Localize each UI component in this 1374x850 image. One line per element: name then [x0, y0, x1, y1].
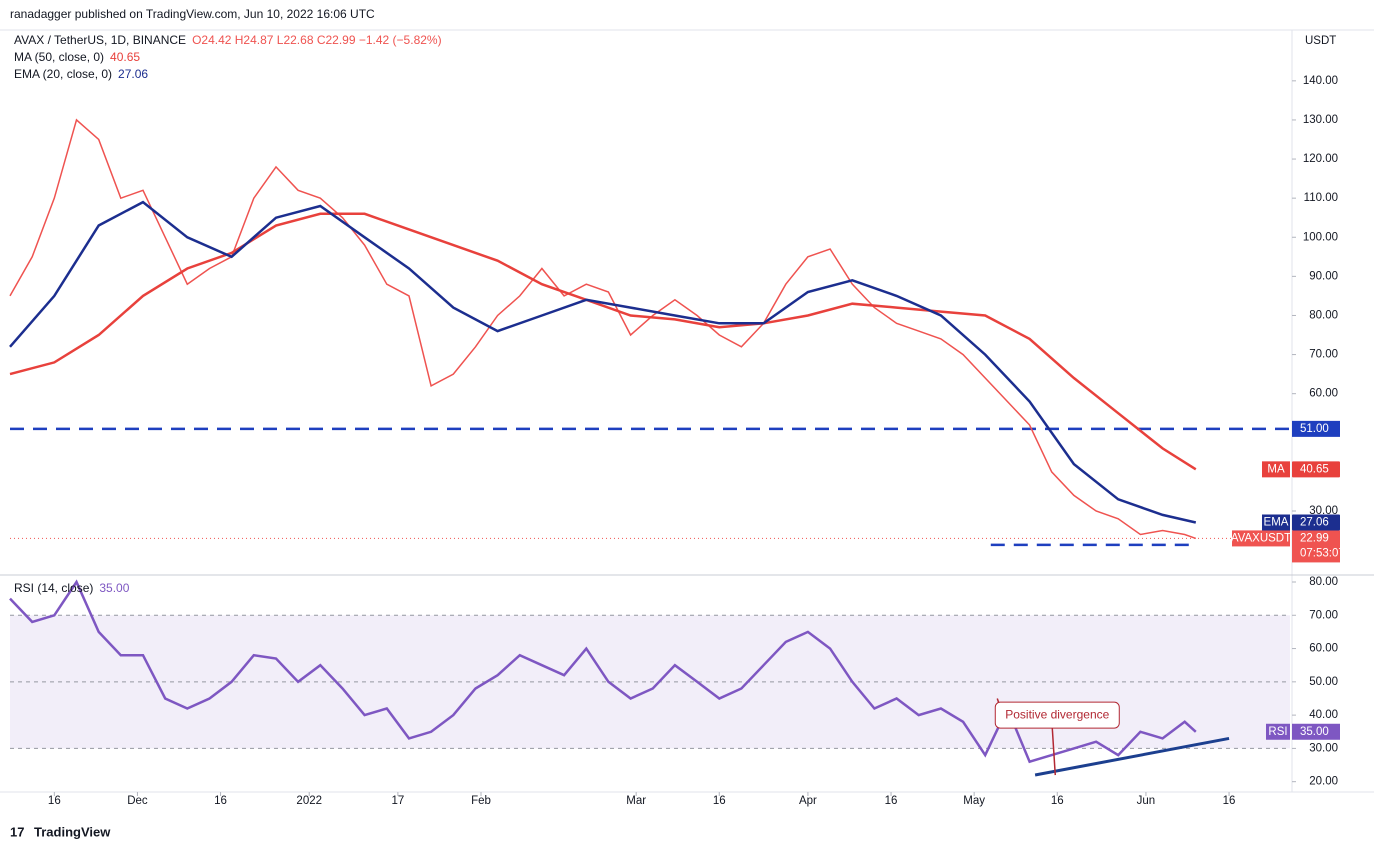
rsi-badge: 35.00: [1300, 726, 1329, 738]
series-badge: 27.06: [1300, 517, 1329, 529]
y-tick-label: 40.00: [1309, 709, 1338, 721]
y-tick-label: 70.00: [1309, 349, 1338, 361]
y-tick-label: 130.00: [1303, 114, 1338, 126]
unit: USDT: [1305, 35, 1336, 47]
publisher: ranadagger published on TradingView.com,…: [10, 7, 375, 21]
legend-value: 35.00: [99, 581, 129, 595]
x-tick-label: 16: [885, 795, 898, 807]
level-badge-bg: [1292, 420, 1340, 437]
badge-label: MA: [1267, 463, 1285, 475]
trendline: [1034, 736, 1230, 777]
price-badge: 22.99: [1300, 532, 1329, 544]
y-tick-label: 20.00: [1309, 776, 1338, 788]
y-tick-label: 140.00: [1303, 75, 1338, 87]
annotation: Positive divergence: [1005, 707, 1109, 721]
logo: 17: [10, 824, 24, 839]
y-tick-label: 30.00: [1309, 742, 1338, 754]
y-tick-label: 90.00: [1309, 270, 1338, 282]
x-tick-label: Jun: [1137, 795, 1156, 807]
series-line: [9, 212, 1197, 471]
countdown: 07:53:07: [1300, 547, 1345, 559]
badge-label: AVAXUSDT: [1231, 532, 1291, 544]
x-tick-label: Dec: [127, 795, 148, 807]
legend-name: MA (50, close, 0): [14, 50, 104, 64]
y-tick-label: 50.00: [1309, 676, 1338, 688]
x-tick-label: 16: [713, 795, 726, 807]
y-tick-label: 80.00: [1309, 576, 1338, 588]
series-line: [9, 118, 1197, 540]
x-tick-label: 2022: [296, 795, 322, 807]
series-line: [9, 200, 1197, 524]
y-tick-label: 110.00: [1304, 192, 1338, 204]
footer: TradingView: [34, 824, 111, 839]
series-badge-bg: [1292, 461, 1340, 478]
annotation-box: [994, 701, 1120, 729]
x-tick-label: Mar: [626, 795, 646, 807]
badge-label-bg: [1266, 723, 1290, 740]
level-badge: 51.00: [1300, 423, 1329, 435]
legend-title: RSI (14, close): [14, 581, 93, 595]
x-tick-label: 16: [48, 795, 61, 807]
badge-label-bg: [1232, 530, 1290, 547]
x-tick-label: May: [963, 795, 985, 807]
y-tick-label: 30.00: [1309, 505, 1338, 517]
x-tick-label: 16: [1223, 795, 1236, 807]
x-tick-label: 16: [214, 795, 227, 807]
badge-label-bg: [1262, 461, 1290, 478]
series-badge-bg: [1292, 514, 1340, 531]
y-tick-label: 60.00: [1309, 643, 1338, 655]
legend-value: 27.06: [118, 67, 148, 81]
y-tick-label: 80.00: [1309, 310, 1338, 322]
badge-label: RSI: [1268, 726, 1287, 738]
x-tick-label: 16: [1051, 795, 1064, 807]
x-tick-label: 17: [391, 795, 404, 807]
badge-label: EMA: [1264, 517, 1289, 529]
legend-ohlc: O24.42 H24.87 L22.68 C22.99 −1.42 (−5.82…: [192, 33, 442, 47]
legend-name: EMA (20, close, 0): [14, 67, 112, 81]
y-tick-label: 120.00: [1303, 153, 1338, 165]
y-tick-label: 60.00: [1309, 388, 1338, 400]
badge-label-bg: [1262, 514, 1290, 531]
arrow: [1051, 728, 1057, 776]
x-tick-label: Apr: [799, 795, 817, 807]
y-tick-label: 100.00: [1303, 231, 1338, 243]
y-tick-label: 70.00: [1309, 609, 1338, 621]
legend-value: 40.65: [110, 50, 140, 64]
price-badge-bg: [1292, 530, 1340, 563]
legend-title: AVAX / TetherUS, 1D, BINANCE: [14, 33, 186, 47]
x-tick-label: Feb: [471, 795, 491, 807]
rsi-badge-bg: [1292, 723, 1340, 740]
series-badge: 40.65: [1300, 463, 1329, 475]
